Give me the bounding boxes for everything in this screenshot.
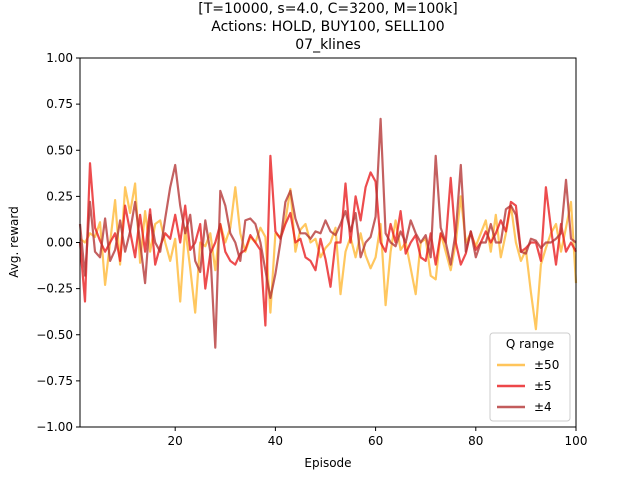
x-tick-label: 100 [565, 434, 588, 448]
legend-title: Q range [506, 337, 554, 351]
chart-title-line-2: Actions: HOLD, BUY100, SELL100 [211, 19, 444, 35]
x-tick-label: 20 [168, 434, 183, 448]
legend-box [489, 332, 571, 422]
x-tick-label: 80 [468, 434, 483, 448]
plot-lines [78, 117, 578, 349]
y-tick-label: −0.50 [36, 328, 73, 342]
chart-title-line-1: [T=10000, s=4.0, C=3200, M=100k] [198, 1, 458, 17]
y-tick-label: −0.75 [36, 374, 73, 388]
y-tick-label: −1.00 [36, 420, 73, 434]
x-axis-label: Episode [304, 456, 351, 470]
legend-label-series-1: ±50 [534, 358, 559, 372]
y-tick-label: 0.50 [46, 143, 73, 157]
y-tick-label: 1.00 [46, 51, 73, 65]
axis-ticks: 20 40 60 80 100 −1.00 −0.75 −0.50 −0.25 0.00 0.25 0… [36, 51, 587, 448]
x-tick-label: 40 [268, 434, 283, 448]
chart-title-line-3: 07_klines [295, 37, 360, 53]
x-tick-label: 60 [368, 434, 383, 448]
y-tick-label: −0.25 [36, 282, 73, 296]
y-tick-label: 0.75 [46, 97, 73, 111]
y-axis-label: Avg. reward [7, 206, 21, 277]
series-line-3 [78, 117, 577, 349]
legend-label-series-2: ±5 [534, 379, 552, 393]
y-tick-label: 0.25 [46, 189, 73, 203]
legend: Q range ±50 ±5 ±4 [489, 332, 571, 422]
legend-label-series-3: ±4 [534, 400, 552, 414]
y-tick-label: 0.00 [46, 236, 73, 250]
